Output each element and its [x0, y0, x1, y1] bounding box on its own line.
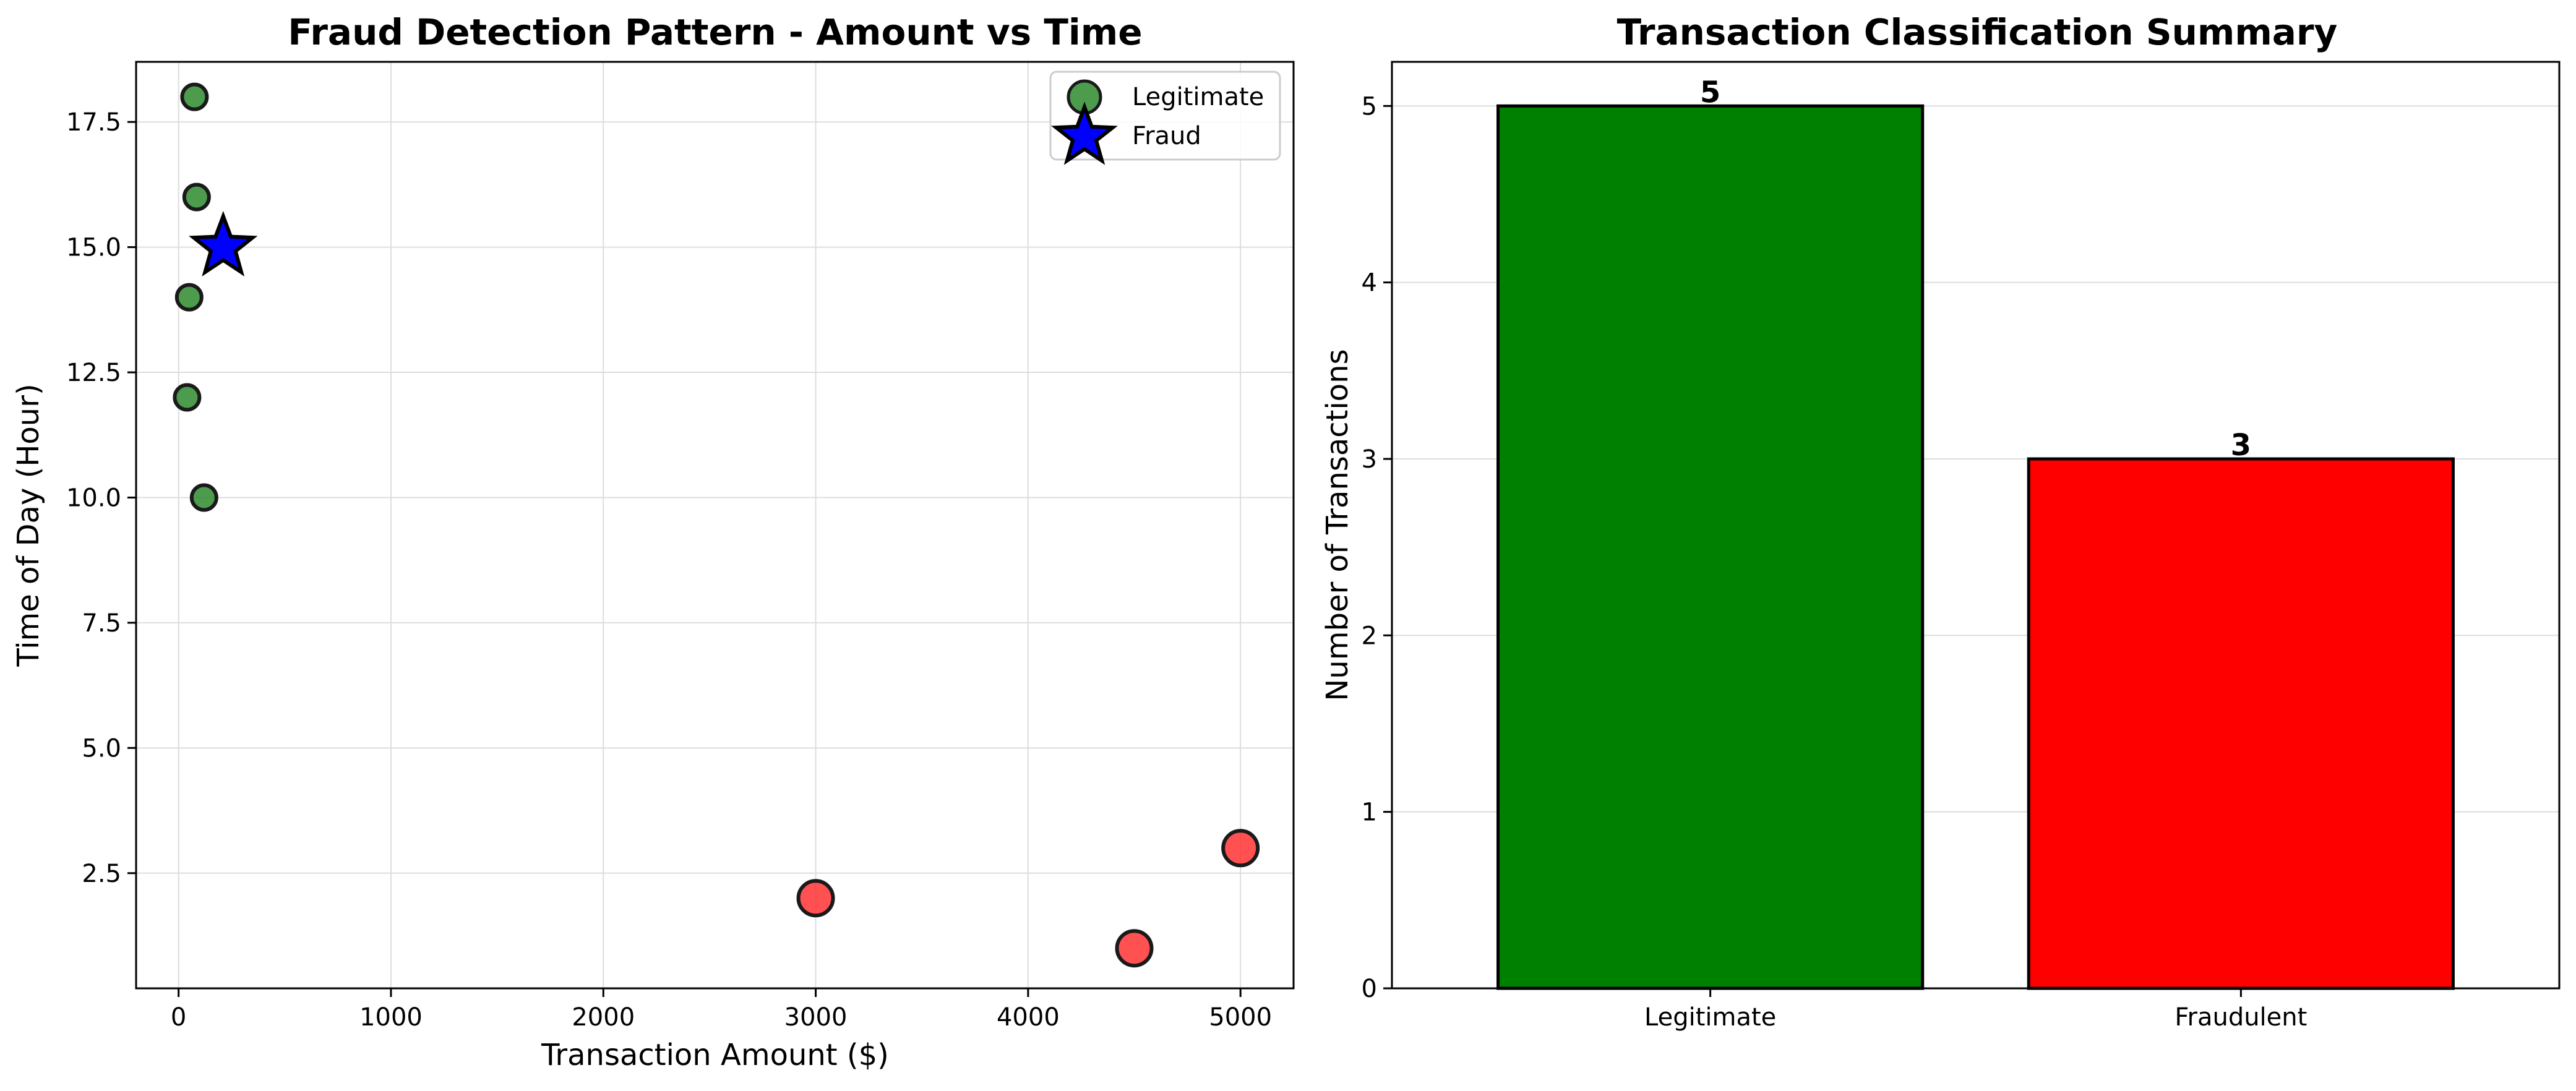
bar-x-ticks: Legitimate Fraudulent: [1644, 988, 2307, 1032]
bar-plot-frame: [1391, 61, 2561, 990]
legitimate-point: [182, 182, 211, 212]
scatter-y-tick-label: 2.5: [82, 860, 121, 888]
scatter-x-tick-label: 1000: [359, 1003, 423, 1032]
bar-x-tick-label: Fraudulent: [2175, 1003, 2307, 1032]
legend-box: [1049, 71, 1281, 161]
scatter-title: Fraud Detection Pattern - Amount vs Time: [288, 11, 1142, 53]
legitimate-point: [174, 283, 204, 312]
legend-legitimate-label: Legitimate: [1132, 83, 1264, 111]
bar-fraudulent: [2027, 457, 2455, 990]
fraud-star-point: [189, 211, 258, 277]
scatter-y-tick-label: 7.5: [82, 609, 121, 638]
scatter-x-tick-label: 0: [171, 1003, 186, 1032]
high-amount-point: [796, 879, 835, 918]
bar-y-ticks: 0 1 2 3 4 5: [1362, 92, 1392, 1003]
legend-fraud-star-icon: [1051, 101, 1118, 165]
scatter-legend: Legitimate Fraud: [1049, 71, 1281, 165]
scatter-y-tick-label: 17.5: [66, 108, 121, 137]
scatter-x-tick-label: 4000: [997, 1003, 1060, 1032]
bar-value-label: 3: [2231, 428, 2251, 463]
bar-y-axis-label: Number of Transactions: [1320, 349, 1355, 701]
scatter-grid: [136, 62, 1294, 988]
high-amount-point: [1221, 829, 1260, 868]
scatter-plot-frame: [135, 61, 1295, 990]
bar-y-tick-label: 5: [1362, 92, 1377, 121]
scatter-chart: Fraud Detection Pattern - Amount vs Time…: [11, 11, 1295, 1072]
bar-x-tick-label: Legitimate: [1644, 1003, 1776, 1032]
scatter-y-axis-label: Time of Day (Hour): [11, 383, 46, 667]
scatter-y-tick-label: 12.5: [66, 359, 121, 387]
bar-chart: Transaction Classification Summary 53 Le…: [1320, 11, 2561, 1032]
scatter-y-tick-label: 15.0: [66, 234, 121, 262]
bar-y-tick-label: 4: [1362, 269, 1377, 297]
bar-y-tick-label: 0: [1362, 975, 1377, 1003]
legitimate-point: [180, 82, 209, 111]
scatter-points: [173, 82, 1260, 968]
scatter-x-ticks: 0 1000 2000 3000 4000 5000: [171, 988, 1272, 1032]
scatter-x-tick-label: 5000: [1209, 1003, 1272, 1032]
bar-y-tick-label: 1: [1362, 798, 1377, 827]
high-amount-point: [1115, 929, 1154, 968]
bar-value-label: 5: [1700, 75, 1720, 109]
bar-legitimate: [1496, 104, 1925, 990]
scatter-x-tick-label: 2000: [572, 1003, 635, 1032]
scatter-y-ticks: 2.5 5.0 7.5 10.0 12.5 15.0 17.5: [66, 108, 136, 888]
scatter-y-tick-label: 10.0: [66, 484, 121, 512]
bar-y-tick-label: 2: [1362, 622, 1377, 650]
scatter-y-tick-label: 5.0: [82, 734, 121, 763]
legitimate-point: [189, 483, 218, 512]
bar-title: Transaction Classification Summary: [1617, 11, 2338, 53]
scatter-x-axis-label: Transaction Amount ($): [541, 1038, 889, 1072]
bar-y-tick-label: 3: [1362, 445, 1377, 474]
bar-bars: 53: [1496, 75, 2455, 990]
legitimate-point: [173, 383, 202, 412]
legend-fraud-label: Fraud: [1132, 122, 1201, 150]
scatter-x-tick-label: 3000: [784, 1003, 848, 1032]
